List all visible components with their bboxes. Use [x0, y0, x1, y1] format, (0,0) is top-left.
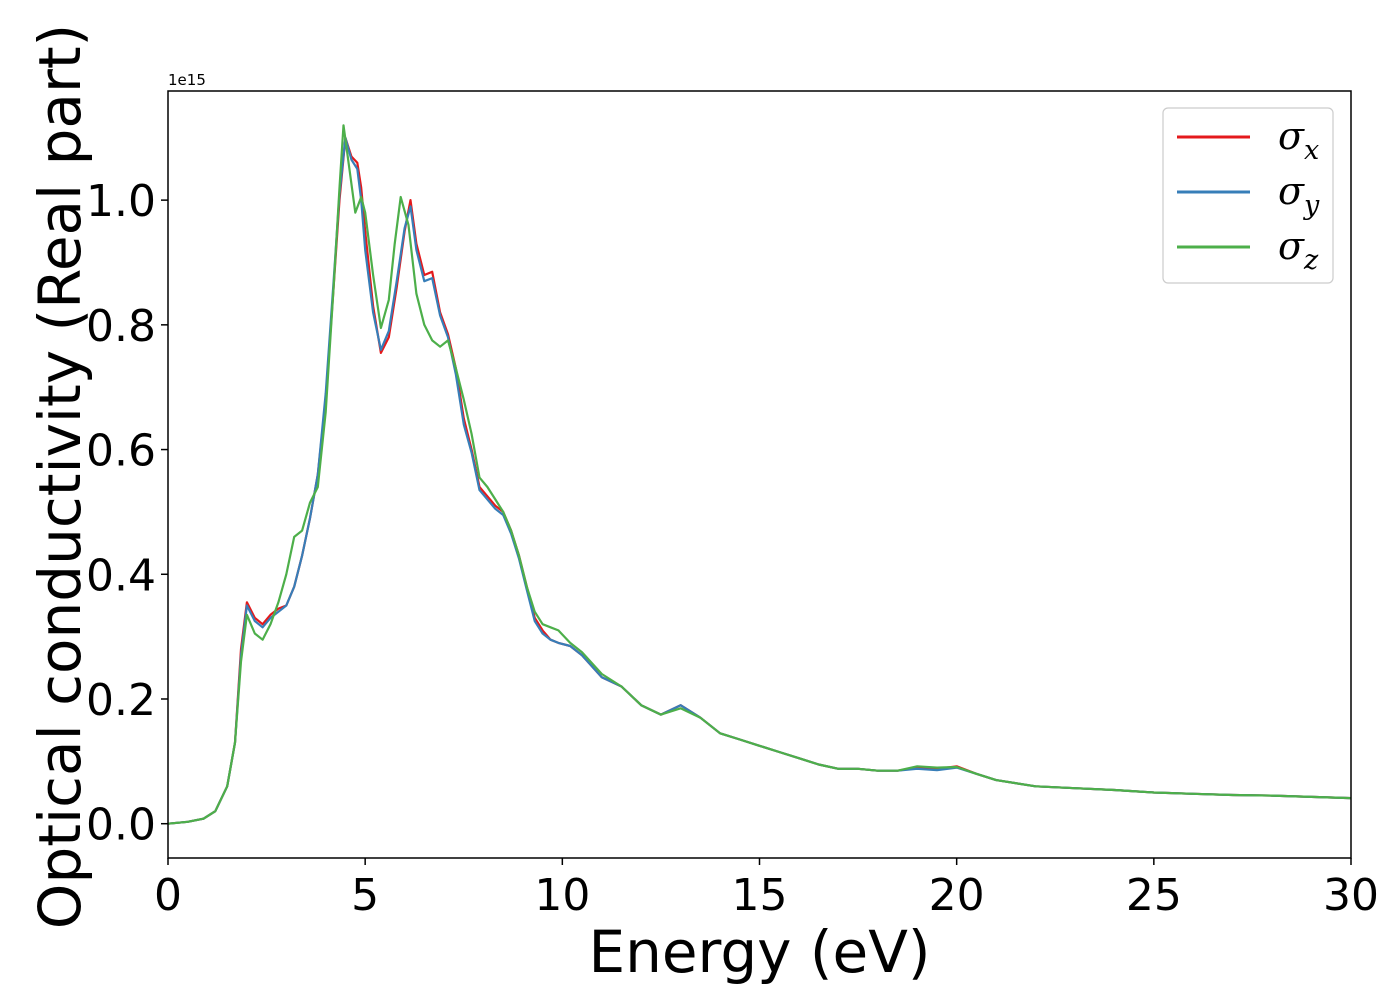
- x-tick-label: 30: [1323, 870, 1379, 921]
- plot-area: [168, 124, 1351, 825]
- y-offset-label: 1e15: [168, 71, 206, 89]
- series-line-y: [168, 136, 1351, 825]
- x-axis: 0 5 10 15 20 25 30: [154, 858, 1379, 921]
- x-tick-label: 10: [534, 870, 590, 921]
- legend-label-x: σx: [1278, 114, 1319, 166]
- y-axis-title: Optical conductivity (Real part): [26, 24, 94, 929]
- y-axis: 0.0 0.2 0.4 0.6 0.8 1.0: [86, 176, 168, 851]
- x-axis-title: Energy (eV): [588, 918, 930, 986]
- y-tick-label: 0.2: [86, 675, 156, 726]
- y-tick-label: 0.0: [86, 800, 156, 851]
- x-tick-label: 15: [732, 870, 788, 921]
- y-tick-label: 0.6: [86, 426, 156, 477]
- series-line-z: [168, 124, 1351, 825]
- x-tick-label: 20: [929, 870, 985, 921]
- y-tick-label: 1.0: [86, 176, 156, 227]
- x-tick-label: 0: [154, 870, 182, 921]
- y-tick-label: 0.8: [86, 301, 156, 352]
- y-tick-label: 0.4: [86, 550, 156, 601]
- x-tick-label: 5: [351, 870, 379, 921]
- legend-label-y: σy: [1278, 169, 1320, 221]
- legend-label-z: σz: [1278, 224, 1319, 276]
- legend-box: [1162, 107, 1334, 284]
- x-tick-label: 25: [1126, 870, 1182, 921]
